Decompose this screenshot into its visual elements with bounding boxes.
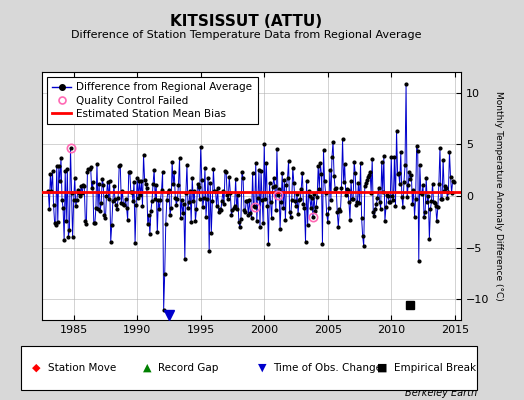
Text: Record Gap: Record Gap <box>158 363 219 373</box>
Text: Station Move: Station Move <box>48 363 116 373</box>
Y-axis label: Monthly Temperature Anomaly Difference (°C): Monthly Temperature Anomaly Difference (… <box>494 91 503 301</box>
Text: ■: ■ <box>377 363 388 373</box>
Text: ▼: ▼ <box>258 363 266 373</box>
Text: ◆: ◆ <box>32 363 41 373</box>
Text: Berkeley Earth: Berkeley Earth <box>405 388 477 398</box>
Legend: Difference from Regional Average, Quality Control Failed, Estimated Station Mean: Difference from Regional Average, Qualit… <box>47 77 257 124</box>
Text: KITSISSUT (ATTU): KITSISSUT (ATTU) <box>170 14 322 29</box>
Text: Difference of Station Temperature Data from Regional Average: Difference of Station Temperature Data f… <box>71 30 421 40</box>
Text: Empirical Break: Empirical Break <box>394 363 476 373</box>
Text: Time of Obs. Change: Time of Obs. Change <box>274 363 383 373</box>
Text: ▲: ▲ <box>143 363 151 373</box>
